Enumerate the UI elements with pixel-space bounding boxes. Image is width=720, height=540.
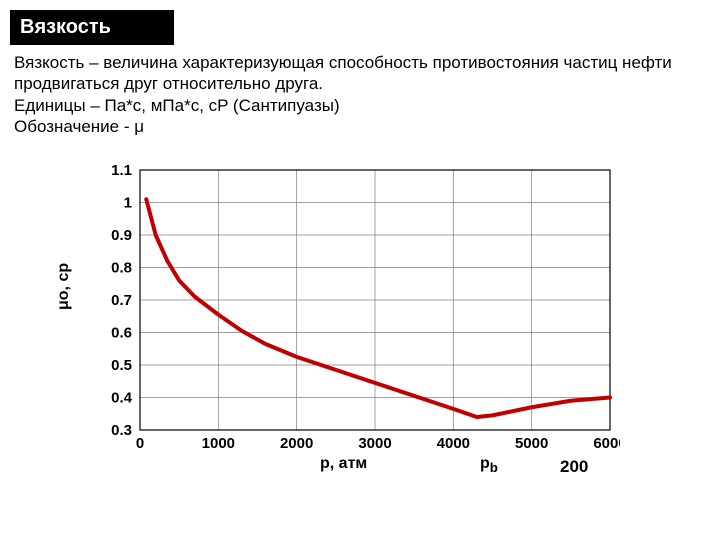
- svg-text:0: 0: [136, 435, 144, 452]
- x-axis-label: p, атм: [320, 455, 367, 473]
- title-box: Вязкость: [10, 10, 174, 45]
- svg-text:1.1: 1.1: [111, 162, 132, 179]
- svg-text:6000: 6000: [593, 435, 620, 452]
- title-text: Вязкость: [20, 16, 111, 38]
- desc-line-3: Единицы – Па*с, мПа*с, cP (Сантипуазы): [14, 95, 710, 116]
- svg-text:1: 1: [124, 195, 132, 212]
- viscosity-chart: 0.3 0.4 0.5 0.6 0.7 0.8 0.9 1 1.1 0 1000 2000 3000 40…: [60, 160, 620, 480]
- svg-text:0.8: 0.8: [111, 260, 132, 277]
- svg-text:2000: 2000: [280, 435, 313, 452]
- svg-text:1000: 1000: [202, 435, 235, 452]
- description-block: Вязкость – величина характеризующая спос…: [14, 52, 710, 137]
- svg-text:0.3: 0.3: [111, 422, 132, 439]
- svg-text:0.7: 0.7: [111, 292, 132, 309]
- svg-text:0.5: 0.5: [111, 357, 132, 374]
- chart-svg: 0.3 0.4 0.5 0.6 0.7 0.8 0.9 1 1.1 0 1000 2000 3000 40…: [60, 160, 620, 480]
- pb-sub-label: 200: [560, 457, 588, 477]
- svg-text:3000: 3000: [358, 435, 391, 452]
- desc-line-2: продвигаться друг относительно друга.: [14, 73, 710, 94]
- svg-text:0.6: 0.6: [111, 325, 132, 342]
- desc-line-1: Вязкость – величина характеризующая спос…: [14, 52, 710, 73]
- pb-label: pb: [480, 455, 498, 475]
- svg-text:5000: 5000: [515, 435, 548, 452]
- svg-text:4000: 4000: [437, 435, 470, 452]
- svg-text:0.9: 0.9: [111, 227, 132, 244]
- desc-line-4: Обозначение - μ: [14, 116, 710, 137]
- svg-text:0.4: 0.4: [111, 390, 133, 407]
